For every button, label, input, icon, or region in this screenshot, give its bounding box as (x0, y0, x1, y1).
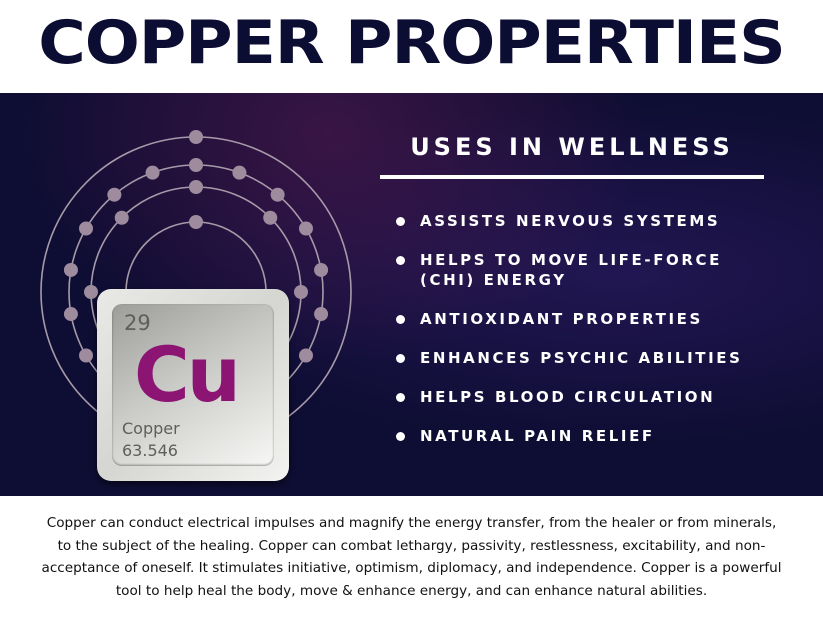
electron-dot (314, 262, 329, 277)
electron-dot (114, 210, 129, 225)
info-banner: 29 Cu Copper 63.546 USES IN WELLNESS ASS… (0, 93, 823, 496)
electron-dot (189, 158, 203, 172)
atomic-mass: 63.546 (122, 441, 178, 460)
element-symbol: Cu (134, 330, 241, 419)
electron-dot (189, 130, 203, 144)
list-item: ASSISTS NERVOUS SYSTEMS (396, 211, 776, 231)
electron-dot (189, 215, 203, 229)
list-item: ANTIOXIDANT PROPERTIES (396, 309, 776, 329)
electron-dot (298, 221, 313, 236)
electron-dot (84, 285, 98, 299)
list-item: HELPS BLOOD CIRCULATION (396, 387, 776, 407)
element-tile: 29 Cu Copper 63.546 (97, 289, 289, 481)
list-item: NATURAL PAIN RELIEF (396, 426, 776, 446)
electron-dot (270, 187, 285, 202)
description: Copper can conduct electrical impulses a… (41, 515, 782, 599)
uses-heading: USES IN WELLNESS (410, 133, 734, 161)
electron-dot (294, 285, 308, 299)
electron-dot (63, 262, 78, 277)
electron-dot (63, 307, 78, 322)
electron-dot (232, 165, 247, 180)
electron-dot (298, 348, 313, 363)
electron-dot (107, 187, 122, 202)
electron-dot (189, 180, 203, 194)
electron-dot (314, 307, 329, 322)
element-name: Copper (122, 419, 180, 438)
element-tile-face: 29 Cu Copper 63.546 (112, 304, 274, 466)
list-item: HELPS TO MOVE LIFE-FORCE (CHI) ENERGY (396, 250, 776, 290)
atomic-number: 29 (124, 311, 151, 335)
list-item: ENHANCES PSYCHIC ABILITIES (396, 348, 776, 368)
heading-divider (380, 175, 764, 179)
electron-dot (79, 221, 94, 236)
electron-dot (79, 348, 94, 363)
uses-list: ASSISTS NERVOUS SYSTEMS HELPS TO MOVE LI… (396, 211, 776, 465)
electron-dot (263, 210, 278, 225)
page-title: COPPER PROPERTIES (38, 8, 786, 78)
electron-dot (145, 165, 160, 180)
